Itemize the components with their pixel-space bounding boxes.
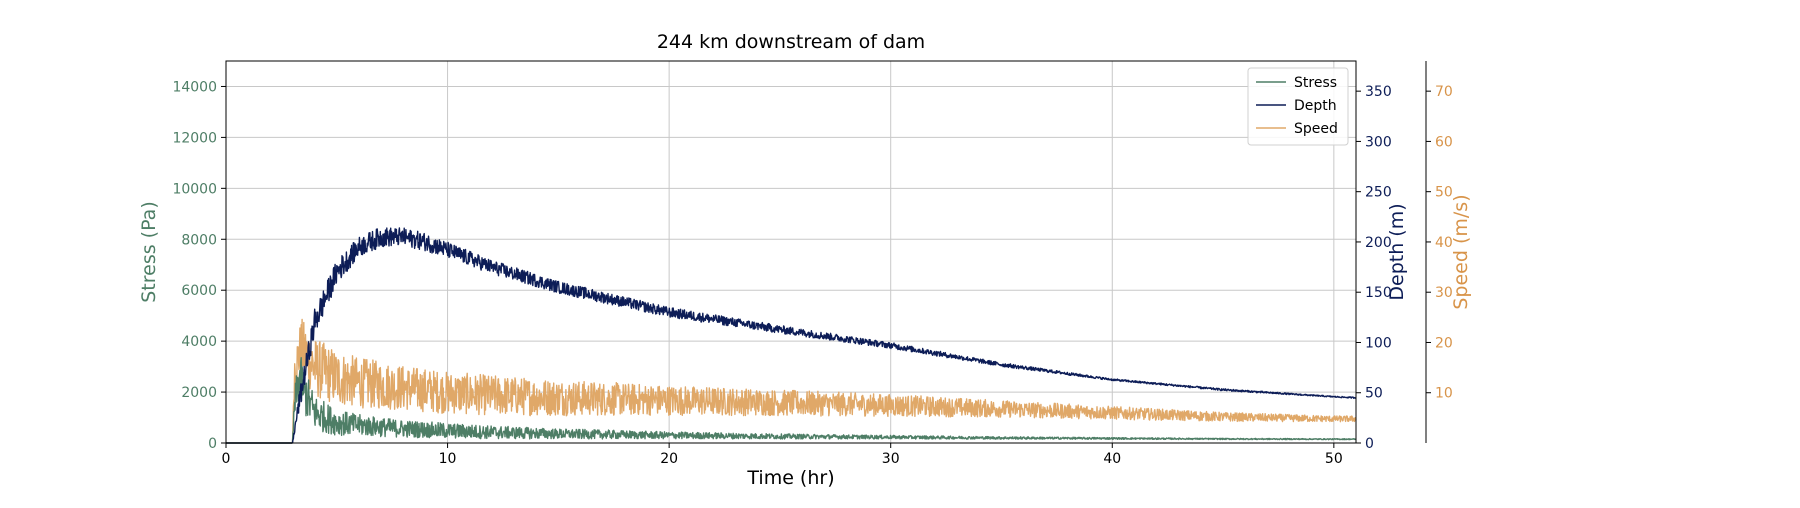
y-axis-label-depth: Depth (m) bbox=[1386, 203, 1408, 300]
legend-label-stress: Stress bbox=[1294, 75, 1337, 91]
y-tick-label-speed: 10 bbox=[1435, 386, 1453, 402]
y-tick-label-stress: 4000 bbox=[181, 334, 217, 350]
y-tick-label-speed: 30 bbox=[1435, 285, 1453, 301]
series-line-stress bbox=[225, 357, 1357, 444]
series-lines bbox=[225, 227, 1357, 444]
y-tick-label-stress: 12000 bbox=[172, 130, 217, 146]
y-tick-label-depth: 100 bbox=[1365, 335, 1392, 351]
chart-title: 244 km downstream of dam bbox=[657, 31, 925, 53]
axes: 0 10 20 30 40 5002000400060008000100001200014… bbox=[138, 60, 1472, 467]
y-axis-label-stress: Stress (Pa) bbox=[138, 201, 160, 303]
x-tick-label: 0 bbox=[222, 451, 231, 467]
y-tick-label-stress: 0 bbox=[208, 436, 217, 452]
y-tick-label-depth: 200 bbox=[1365, 235, 1392, 251]
y-tick-label-depth: 150 bbox=[1365, 285, 1392, 301]
x-tick-label: 40 bbox=[1103, 451, 1121, 467]
series-line-depth bbox=[225, 227, 1357, 444]
y-tick-label-stress: 2000 bbox=[181, 385, 217, 401]
y-tick-label-speed: 40 bbox=[1435, 235, 1453, 251]
legend: Stress Depth Speed bbox=[1247, 67, 1349, 146]
y-tick-label-stress: 6000 bbox=[181, 283, 217, 299]
y-tick-label-speed: 70 bbox=[1435, 84, 1453, 100]
y-tick-label-depth: 350 bbox=[1365, 84, 1392, 100]
series-line-speed bbox=[225, 318, 1357, 444]
y-tick-label-stress: 8000 bbox=[181, 232, 217, 248]
y-tick-label-speed: 60 bbox=[1435, 134, 1453, 150]
x-axis-label: Time (hr) bbox=[746, 467, 834, 489]
x-tick-label: 30 bbox=[882, 451, 900, 467]
y-tick-label-depth: 50 bbox=[1365, 386, 1383, 402]
legend-label-depth: Depth bbox=[1294, 98, 1337, 114]
x-tick-label: 20 bbox=[660, 451, 678, 467]
legend-box bbox=[1247, 67, 1349, 146]
plot-frame bbox=[225, 60, 1357, 444]
y-tick-label-speed: 20 bbox=[1435, 335, 1453, 351]
x-tick-label: 10 bbox=[439, 451, 457, 467]
y-tick-label-speed: 50 bbox=[1435, 185, 1453, 201]
legend-label-speed: Speed bbox=[1294, 121, 1338, 137]
x-tick-label: 50 bbox=[1325, 451, 1343, 467]
y-tick-label-depth: 250 bbox=[1365, 185, 1392, 201]
y-tick-label-stress: 14000 bbox=[172, 79, 217, 95]
y-axis-label-speed: Speed (m/s) bbox=[1450, 194, 1472, 309]
y-tick-label-stress: 10000 bbox=[172, 181, 217, 197]
y-tick-label-depth: 0 bbox=[1365, 436, 1374, 452]
y-tick-label-depth: 300 bbox=[1365, 134, 1392, 150]
